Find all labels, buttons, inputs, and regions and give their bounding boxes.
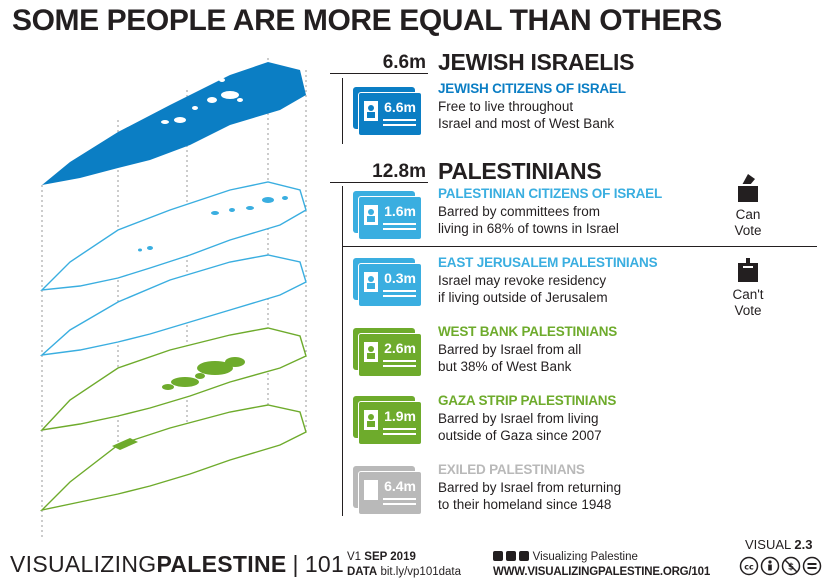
palestinians-heading: PALESTINIANS [438,158,602,184]
card-description: Barred by Israel from all but 38% of Wes… [438,342,582,374]
map-layer-jewish [42,62,306,185]
jewish-heading: JEWISH ISRAELIS [438,49,635,75]
map-layer-gaza [39,404,307,512]
card-description: Barred by Israel from living outside of … [438,411,602,443]
card-title: EAST JERUSALEM PALESTINIANS [438,255,658,270]
social-handle: Visualizing Palestine [493,551,638,563]
cant-vote-indicator: Can't Vote [723,257,773,319]
map-illustration [39,58,307,540]
twitter-icon [506,551,517,561]
visual-number: VISUAL 2.3 [745,537,813,552]
divider [342,246,817,247]
svg-text:cc: cc [744,563,754,572]
card-title: GAZA STRIP PALESTINIANS [438,393,617,408]
page-title: SOME PEOPLE ARE MORE EQUAL THAN OTHERS [12,4,722,37]
id-card-icon: 2.6m [353,328,422,377]
cc-icon: cc [739,556,759,576]
nc-icon: $ [781,556,801,576]
brand: VISUALIZINGPALESTINE | 101 [10,551,345,577]
ballot-box-icon [737,174,759,202]
can-vote-indicator: Can Vote [726,173,770,239]
card-title: PALESTINIAN CITIZENS OF ISRAEL [438,186,663,201]
palestinians-count: 12.8m [372,161,426,182]
svg-text:$: $ [788,563,794,573]
website-url[interactable]: WWW.VISUALIZINGPALESTINE.ORG/101 [493,566,711,578]
map-layer-east-jerusalem [39,254,307,356]
card-description: Barred by committees from living in 68% … [438,204,619,236]
divider [330,182,428,183]
id-card-icon: 6.4m [353,466,422,515]
by-icon [760,556,780,576]
jewish-count: 6.6m [382,52,426,73]
card-title: EXILED PALESTINIANS [438,462,585,477]
instagram-icon [493,551,503,561]
card-description: Barred by Israel from returning to their… [438,480,622,512]
license-icons: cc $ [739,556,825,581]
nd-icon [802,556,822,576]
facebook-icon [519,551,530,561]
ballot-box-icon [738,258,758,282]
card-title: WEST BANK PALESTINIANS [438,324,618,339]
map-layer-citizens [40,181,307,291]
data-source: DATA bit.ly/vp101data [347,566,461,578]
version-info: V1 SEP 2019 [347,551,416,563]
id-card-icon: 6.6m [353,87,422,136]
divider [330,73,428,74]
id-card-icon: 1.6m [353,191,422,240]
id-card-value: 6.6m [384,99,416,115]
card-description: Free to live throughout Israel and most … [438,99,615,131]
card-title: JEWISH CITIZENS OF ISRAEL [438,81,626,96]
card-description: Israel may revoke residency if living ou… [438,273,608,305]
id-card-icon: 0.3m [353,258,422,307]
id-card-icon: 1.9m [353,396,422,445]
